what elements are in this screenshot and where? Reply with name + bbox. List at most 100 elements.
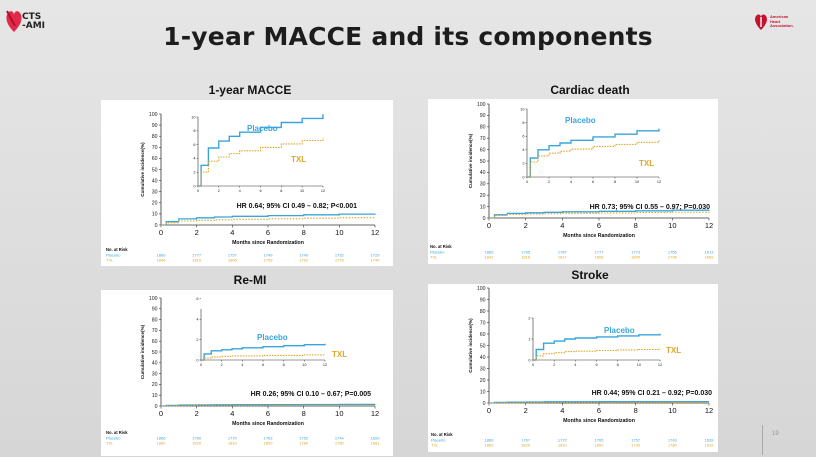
y-tick-label: 30: [480, 182, 486, 188]
y-tick-label: 80: [480, 309, 486, 315]
risk-value: 1816: [521, 255, 531, 260]
hazard-ratio-text: HR 0.26; 95% CI 0.10 – 0.67; P=0.005: [251, 391, 372, 398]
x-tick-label: 0: [159, 228, 163, 237]
logo-text-cts: CTS: [22, 12, 42, 22]
x-tick-label: 2: [195, 228, 199, 237]
risk-value: 1817: [558, 255, 568, 260]
y-tick-label: 80: [480, 125, 486, 131]
y-tick-label: 70: [152, 145, 158, 151]
inset-x-tick-label: 10: [635, 180, 639, 184]
risk-value: 1800: [157, 441, 167, 446]
risk-value: 1842: [485, 255, 495, 260]
y-tick-label: 40: [152, 178, 158, 184]
x-tick-label: 12: [371, 228, 379, 237]
y-tick-label: 90: [152, 307, 158, 313]
y-tick-label: 20: [152, 382, 158, 388]
inset-x-tick-label: 2: [553, 363, 555, 367]
risk-value: 1743: [668, 438, 678, 443]
risk-value: 1632: [705, 443, 715, 448]
x-tick-label: 12: [705, 406, 713, 415]
inset-x-tick-label: 8: [283, 363, 285, 367]
y-tick-label: 0: [483, 216, 486, 222]
y-tick-label: 90: [152, 123, 158, 129]
y-tick-label: 40: [480, 170, 486, 176]
risk-row-label-txl: TXL: [430, 255, 438, 260]
y-tick-label: 50: [480, 159, 486, 165]
x-tick-label: 0: [487, 406, 491, 415]
x-tick-label: 12: [705, 221, 713, 230]
risk-value: 1795: [521, 250, 531, 255]
y-tick-label: 30: [152, 371, 158, 377]
inset-y-tick-label: 0: [196, 358, 198, 362]
risk-value: 1628: [705, 438, 715, 443]
panel-background: [101, 100, 393, 266]
risk-value: 1772: [558, 438, 568, 443]
heart-ribbon-icon: [6, 10, 22, 32]
inset-x-tick-label: 6: [592, 180, 594, 184]
risk-value: 1799: [264, 258, 274, 263]
inset-x-tick-label: 2: [548, 180, 550, 184]
inset-x-tick-label: 4: [239, 189, 241, 193]
inset-x-tick-label: 4: [570, 180, 572, 184]
x-tick-label: 12: [371, 409, 379, 418]
x-tick-label: 10: [335, 228, 343, 237]
x-tick-label: 8: [302, 228, 306, 237]
risk-value: 1889: [485, 438, 495, 443]
x-tick-label: 0: [487, 221, 491, 230]
inset-x-tick-label: 8: [614, 180, 616, 184]
risk-value: 1798: [668, 255, 678, 260]
risk-value: 1780: [335, 441, 345, 446]
page-number-box: 19: [762, 425, 815, 455]
y-tick-label: 40: [152, 361, 158, 367]
risk-value: 1850: [485, 443, 495, 448]
inset-y-tick-label: 2: [193, 171, 195, 175]
risk-value: 1780: [299, 441, 309, 446]
risk-value: 1800: [264, 441, 274, 446]
y-axis-label: Cumulative incidence(%): [468, 133, 473, 188]
x-tick-label: 8: [302, 409, 306, 418]
risk-value: 1777: [192, 253, 202, 258]
risk-value: 1765: [668, 250, 678, 255]
y-tick-label: 40: [480, 355, 486, 361]
panel-background: [101, 290, 393, 456]
hazard-ratio-text: HR 0.73; 95% CI 0.55 – 0.97; P=0.030: [590, 204, 711, 211]
inset-y-tick-label: 6: [522, 135, 524, 139]
inset-x-tick-label: 0: [526, 180, 528, 184]
hazard-ratio-text: HR 0.44; 95% CI 0.21 – 0.92; P=0.030: [592, 390, 713, 397]
y-tick-label: 50: [152, 167, 158, 173]
risk-row-label-placebo: Placebo: [106, 253, 121, 258]
y-tick-label: 10: [480, 389, 486, 395]
risk-value: 1810: [228, 441, 238, 446]
inset-x-tick-label: 0: [532, 363, 534, 367]
x-tick-label: 10: [668, 406, 676, 415]
inset-x-tick-label: 12: [321, 189, 325, 193]
page-number: 19: [772, 431, 779, 437]
risk-value: 1780: [668, 443, 678, 448]
y-tick-label: 50: [152, 350, 158, 356]
inset-x-tick-label: 12: [323, 363, 327, 367]
risk-table-header: No. at Risk: [430, 244, 452, 249]
hazard-ratio-text: HR 0.64; 95% CI 0.49 – 0.82; P<0.001: [237, 203, 358, 210]
risk-row-label-txl: TXL: [106, 258, 114, 263]
x-tick-label: 6: [597, 221, 601, 230]
risk-value: 1669: [705, 255, 715, 260]
risk-value: 1808: [595, 255, 605, 260]
x-axis-label: Months since Randomization: [232, 240, 304, 246]
y-tick-label: 0: [483, 401, 486, 407]
x-tick-label: 6: [597, 406, 601, 415]
inset-x-tick-label: 10: [302, 363, 306, 367]
inset-series-txl: [201, 354, 325, 361]
inset-legend-txl: TXL: [639, 159, 654, 168]
risk-value: 1820: [192, 441, 202, 446]
x-tick-label: 4: [560, 406, 564, 415]
risk-value: 1729: [371, 253, 381, 258]
x-tick-label: 4: [230, 228, 234, 237]
x-tick-label: 10: [668, 221, 676, 230]
inset-y-tick-label: 10: [191, 115, 195, 119]
inset-legend-txl: TXL: [332, 350, 347, 359]
inset-x-tick-label: 6: [262, 363, 264, 367]
y-tick-label: 0: [155, 404, 158, 410]
inset-series-placebo: [201, 343, 326, 361]
